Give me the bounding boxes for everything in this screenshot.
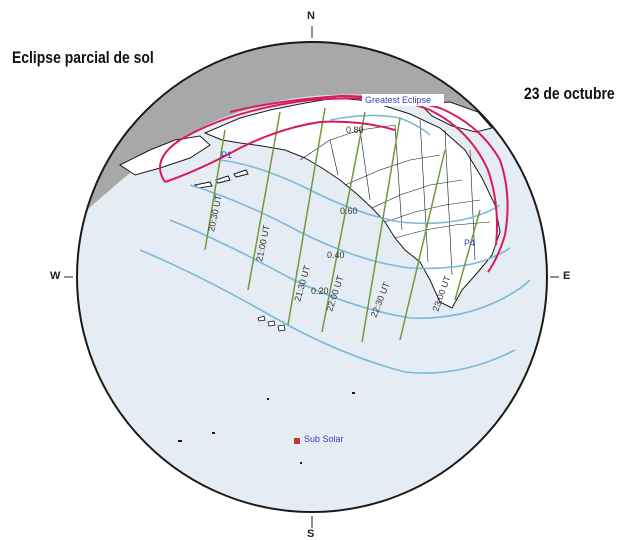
sub-solar-marker	[294, 438, 300, 444]
greatest-eclipse-bg	[362, 94, 444, 106]
magnitude-labels: 0.80 0.60 0.40 0.20	[311, 125, 364, 296]
magnitude-label: 0.80	[346, 125, 364, 135]
compass-east: E	[563, 270, 571, 282]
greatest-eclipse-label: Greatest Eclipse	[365, 95, 431, 105]
political-borders	[299, 119, 491, 276]
sub-solar-label: Sub Solar	[304, 434, 344, 444]
hawaii-islands	[257, 315, 286, 332]
pacific-atolls	[178, 392, 355, 464]
compass-north: N	[307, 10, 315, 22]
globe-outline	[76, 41, 548, 513]
date-label: 23 de octubre	[524, 84, 615, 103]
compass-west: W	[50, 270, 61, 282]
title: Eclipse parcial de sol	[12, 48, 154, 67]
annotations: Greatest Eclipse P1 P4 Sub Solar	[221, 94, 475, 444]
time-lines	[204, 107, 481, 343]
p4-label: P4	[464, 238, 475, 248]
night-region	[77, 42, 547, 330]
siberia-land	[119, 135, 211, 176]
compass-ticks	[64, 26, 559, 528]
compass-south: S	[307, 528, 315, 540]
p1-label: P1	[221, 150, 232, 160]
magnitude-label: 0.60	[340, 206, 358, 216]
magnitude-label: 0.20	[311, 286, 329, 296]
magnitude-label: 0.40	[327, 250, 345, 260]
magnitude-curves	[139, 114, 531, 374]
